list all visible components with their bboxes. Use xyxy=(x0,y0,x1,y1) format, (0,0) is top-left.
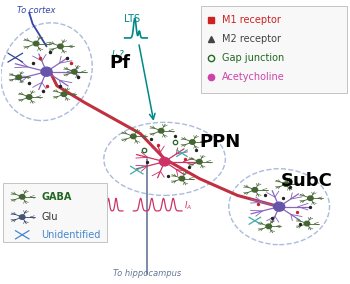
Text: Gap junction: Gap junction xyxy=(222,53,284,63)
Text: M1 receptor: M1 receptor xyxy=(222,15,281,25)
Circle shape xyxy=(159,157,170,166)
Text: LTS: LTS xyxy=(124,14,140,24)
Text: GABA: GABA xyxy=(41,192,72,202)
Circle shape xyxy=(33,41,39,46)
FancyBboxPatch shape xyxy=(201,6,347,93)
Circle shape xyxy=(266,224,272,229)
Circle shape xyxy=(131,134,136,139)
Circle shape xyxy=(252,187,258,192)
Text: To cortex: To cortex xyxy=(17,6,55,14)
Text: Unidentified: Unidentified xyxy=(41,230,101,240)
Text: PPN: PPN xyxy=(199,133,241,151)
Circle shape xyxy=(20,195,25,199)
Text: To hippocampus: To hippocampus xyxy=(113,270,181,278)
Text: SubC: SubC xyxy=(281,172,333,190)
Text: M2 receptor: M2 receptor xyxy=(222,34,281,44)
Circle shape xyxy=(61,92,66,97)
Circle shape xyxy=(284,182,289,186)
Circle shape xyxy=(179,176,185,181)
Circle shape xyxy=(274,202,285,211)
Circle shape xyxy=(71,70,77,74)
Circle shape xyxy=(16,75,22,80)
Circle shape xyxy=(308,196,313,201)
Circle shape xyxy=(304,221,310,226)
Circle shape xyxy=(20,215,25,219)
Text: Acetycholine: Acetycholine xyxy=(222,72,285,82)
Text: Glu: Glu xyxy=(41,212,58,222)
Text: $I_A$: $I_A$ xyxy=(184,199,192,212)
Circle shape xyxy=(190,140,195,144)
Text: Pf: Pf xyxy=(109,54,130,72)
Circle shape xyxy=(26,95,32,99)
Circle shape xyxy=(197,159,202,164)
Text: $I_A$?: $I_A$? xyxy=(111,49,125,61)
Circle shape xyxy=(58,44,63,49)
FancyBboxPatch shape xyxy=(3,183,107,242)
Circle shape xyxy=(41,67,52,76)
Circle shape xyxy=(158,128,164,133)
